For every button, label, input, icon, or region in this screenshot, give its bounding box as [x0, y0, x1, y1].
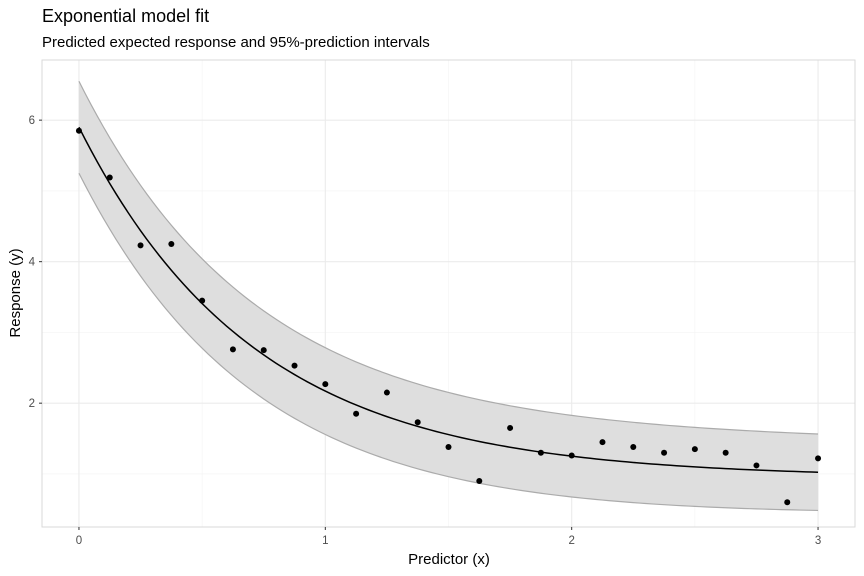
observation-point — [784, 499, 791, 506]
plot-panel — [41, 59, 856, 528]
y-tick-label: 2 — [29, 398, 35, 410]
x-tick-label: 1 — [322, 535, 328, 547]
chart-title: Exponential model fit — [42, 6, 209, 26]
y-tick-label: 6 — [29, 115, 35, 127]
observation-point — [815, 455, 822, 462]
observation-point — [229, 346, 236, 353]
x-tick-label: 3 — [815, 535, 821, 547]
prediction-interval-band — [78, 80, 819, 512]
upper-prediction-bound — [78, 80, 819, 435]
observation-point — [753, 462, 760, 469]
observation-point — [383, 389, 390, 396]
observation-point — [353, 410, 360, 417]
observation-point — [537, 449, 544, 456]
prediction-band-fill — [78, 81, 819, 511]
observation-points — [75, 127, 822, 506]
y-axis: 2 4 6 — [29, 115, 42, 410]
x-axis: 0 1 2 3 — [76, 527, 821, 547]
observation-point — [599, 439, 606, 446]
observation-point — [568, 452, 575, 459]
lower-prediction-bound — [78, 172, 819, 512]
observation-point — [630, 444, 637, 451]
y-tick-label: 4 — [29, 257, 36, 269]
observation-point — [291, 362, 298, 369]
observation-point — [661, 449, 668, 456]
observation-point — [168, 240, 175, 247]
x-axis-title: Predictor (x) — [408, 551, 490, 568]
observation-point — [260, 347, 267, 354]
observation-point — [75, 127, 82, 134]
y-axis-title: Response (y) — [7, 248, 24, 337]
observation-point — [476, 478, 483, 485]
x-tick-label: 2 — [568, 535, 574, 547]
chart-subtitle: Predicted expected response and 95%-pred… — [42, 34, 430, 51]
observation-point — [137, 242, 144, 249]
observation-point — [445, 444, 452, 451]
panel-border — [41, 59, 856, 528]
observation-point — [722, 449, 729, 456]
observation-point — [322, 381, 329, 388]
observation-point — [414, 419, 421, 426]
observation-point — [199, 297, 206, 304]
observation-point — [691, 446, 698, 453]
x-tick-label: 0 — [76, 535, 82, 547]
observation-point — [106, 174, 113, 181]
observation-point — [507, 424, 514, 431]
